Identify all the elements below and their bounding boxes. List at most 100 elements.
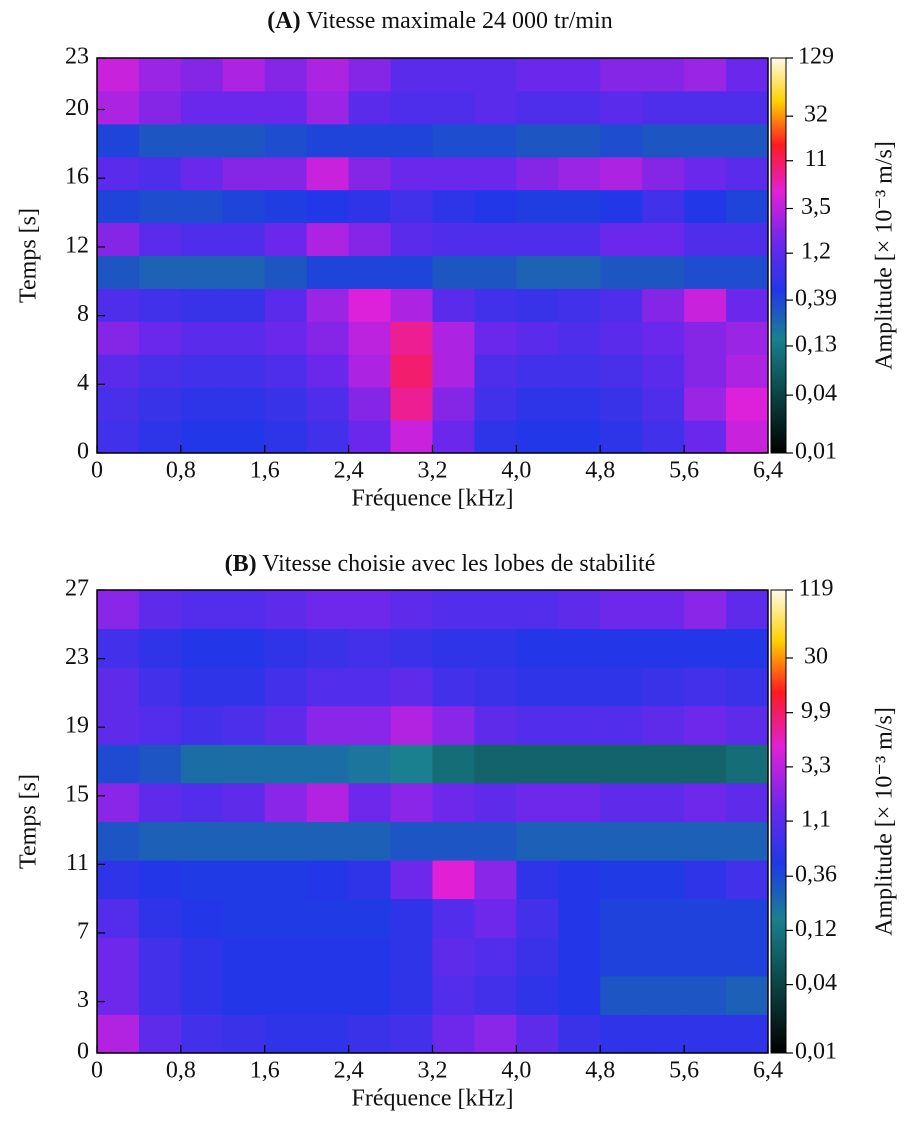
heatmap-cell (180, 590, 224, 630)
heatmap-cell (180, 937, 224, 977)
heatmap-cell (600, 156, 643, 191)
heatmap-cell (432, 90, 475, 125)
colorbar-tick-label: 3,3 (801, 752, 831, 778)
heatmap-cell (222, 705, 266, 745)
colorbar-label: Amplitude [× 10⁻³ m/s] (872, 707, 898, 936)
heatmap-cell (642, 123, 685, 158)
heatmap-cell (97, 123, 140, 158)
heatmap-cell (306, 420, 350, 454)
heatmap-cell (390, 288, 433, 322)
heatmap-cell (180, 860, 224, 900)
heatmap-cell (684, 189, 727, 224)
heatmap-cell (390, 628, 433, 668)
heatmap-cell (558, 667, 601, 707)
heatmap-cell (474, 821, 517, 861)
heatmap-cell (684, 58, 727, 92)
heatmap-cell (97, 1014, 140, 1054)
heatmap-cell (726, 590, 769, 630)
colorbar-tick-label: 1,1 (801, 807, 831, 833)
heatmap-cell (684, 628, 727, 668)
heatmap-cell (726, 860, 769, 900)
heatmap-cell (642, 744, 685, 784)
heatmap-cell (726, 387, 769, 421)
colorbar-tick-label: 119 (798, 576, 833, 602)
heatmap-cell (306, 189, 350, 224)
heatmap-cell (432, 123, 475, 158)
heatmap-cell (348, 255, 392, 289)
y-tick-label: 12 (65, 232, 89, 258)
heatmap-cell (600, 821, 643, 861)
heatmap-cell (264, 937, 308, 977)
heatmap-cell (558, 420, 601, 454)
heatmap-cell (558, 255, 601, 289)
colorbar-tick-label: 3,5 (801, 194, 831, 220)
heatmap-cell (474, 860, 517, 900)
heatmap-cell (474, 667, 517, 707)
y-axis-label: Temps [s] (16, 208, 42, 303)
heatmap-cell (138, 937, 182, 977)
heatmap-cell (222, 898, 266, 938)
heatmap-cell (432, 255, 475, 289)
heatmap-cell (264, 354, 308, 388)
heatmap-cell (600, 628, 643, 668)
heatmap-cell (348, 667, 392, 707)
heatmap-cell (432, 782, 475, 822)
heatmap-cell (390, 898, 433, 938)
heatmap-cell (138, 123, 182, 158)
heatmap-cell (348, 975, 392, 1015)
heatmap-cell (348, 321, 392, 355)
heatmap-cell (600, 420, 643, 454)
heatmap-cell (390, 189, 433, 224)
heatmap-cell (264, 420, 308, 454)
y-tick-label: 4 (77, 370, 89, 396)
heatmap-cell (138, 222, 182, 256)
heatmap-cell (97, 222, 140, 256)
heatmap-cell (348, 860, 392, 900)
heatmap-cell (684, 744, 727, 784)
heatmap-cell (726, 222, 769, 256)
heatmap-cell (306, 667, 350, 707)
x-tick-label: 4,0 (501, 458, 531, 484)
heatmap-cell (642, 782, 685, 822)
colorbar-label: Amplitude [× 10⁻³ m/s] (872, 141, 898, 370)
heatmap-cell (684, 288, 727, 322)
heatmap-cell (222, 288, 266, 322)
heatmap-cell (138, 58, 182, 92)
heatmap-cell (684, 321, 727, 355)
heatmap-cell (390, 705, 433, 745)
y-axis-label: Temps [s] (16, 774, 42, 869)
heatmap-cell (138, 821, 182, 861)
heatmap-cell (474, 387, 517, 421)
heatmap-cell (726, 1014, 769, 1054)
heatmap-cell (264, 156, 308, 191)
title: Vitesse maximale 24 000 tr/min (306, 8, 613, 34)
heatmap-cell (97, 255, 140, 289)
y-tick-label: 7 (77, 918, 89, 944)
heatmap-cell (516, 321, 559, 355)
heatmap-cell (222, 90, 266, 125)
heatmap-cell (516, 937, 559, 977)
heatmap-cell (348, 222, 392, 256)
heatmap-cell (642, 628, 685, 668)
heatmap-cell (474, 1014, 517, 1054)
heatmap-cell (348, 744, 392, 784)
heatmap-cell (642, 590, 685, 630)
heatmap-cell (390, 744, 433, 784)
heatmap-cell (642, 420, 685, 454)
heatmap-cell (642, 898, 685, 938)
heatmap-cell (97, 860, 140, 900)
heatmap-cell (348, 189, 392, 224)
heatmap-cell (264, 590, 308, 630)
heatmap-cell (306, 705, 350, 745)
colorbar-tick-label: 9,9 (801, 698, 831, 724)
heatmap-cell (97, 667, 140, 707)
heatmap-cell (222, 667, 266, 707)
heatmap-cell (516, 255, 559, 289)
heatmap-cell (306, 288, 350, 322)
x-tick-label: 4,0 (501, 1058, 531, 1084)
heatmap-cell (642, 1014, 685, 1054)
heatmap-cell (264, 1014, 308, 1054)
heatmap-cell (684, 782, 727, 822)
heatmap-cell (642, 58, 685, 92)
x-tick-label: 0,8 (166, 458, 196, 484)
